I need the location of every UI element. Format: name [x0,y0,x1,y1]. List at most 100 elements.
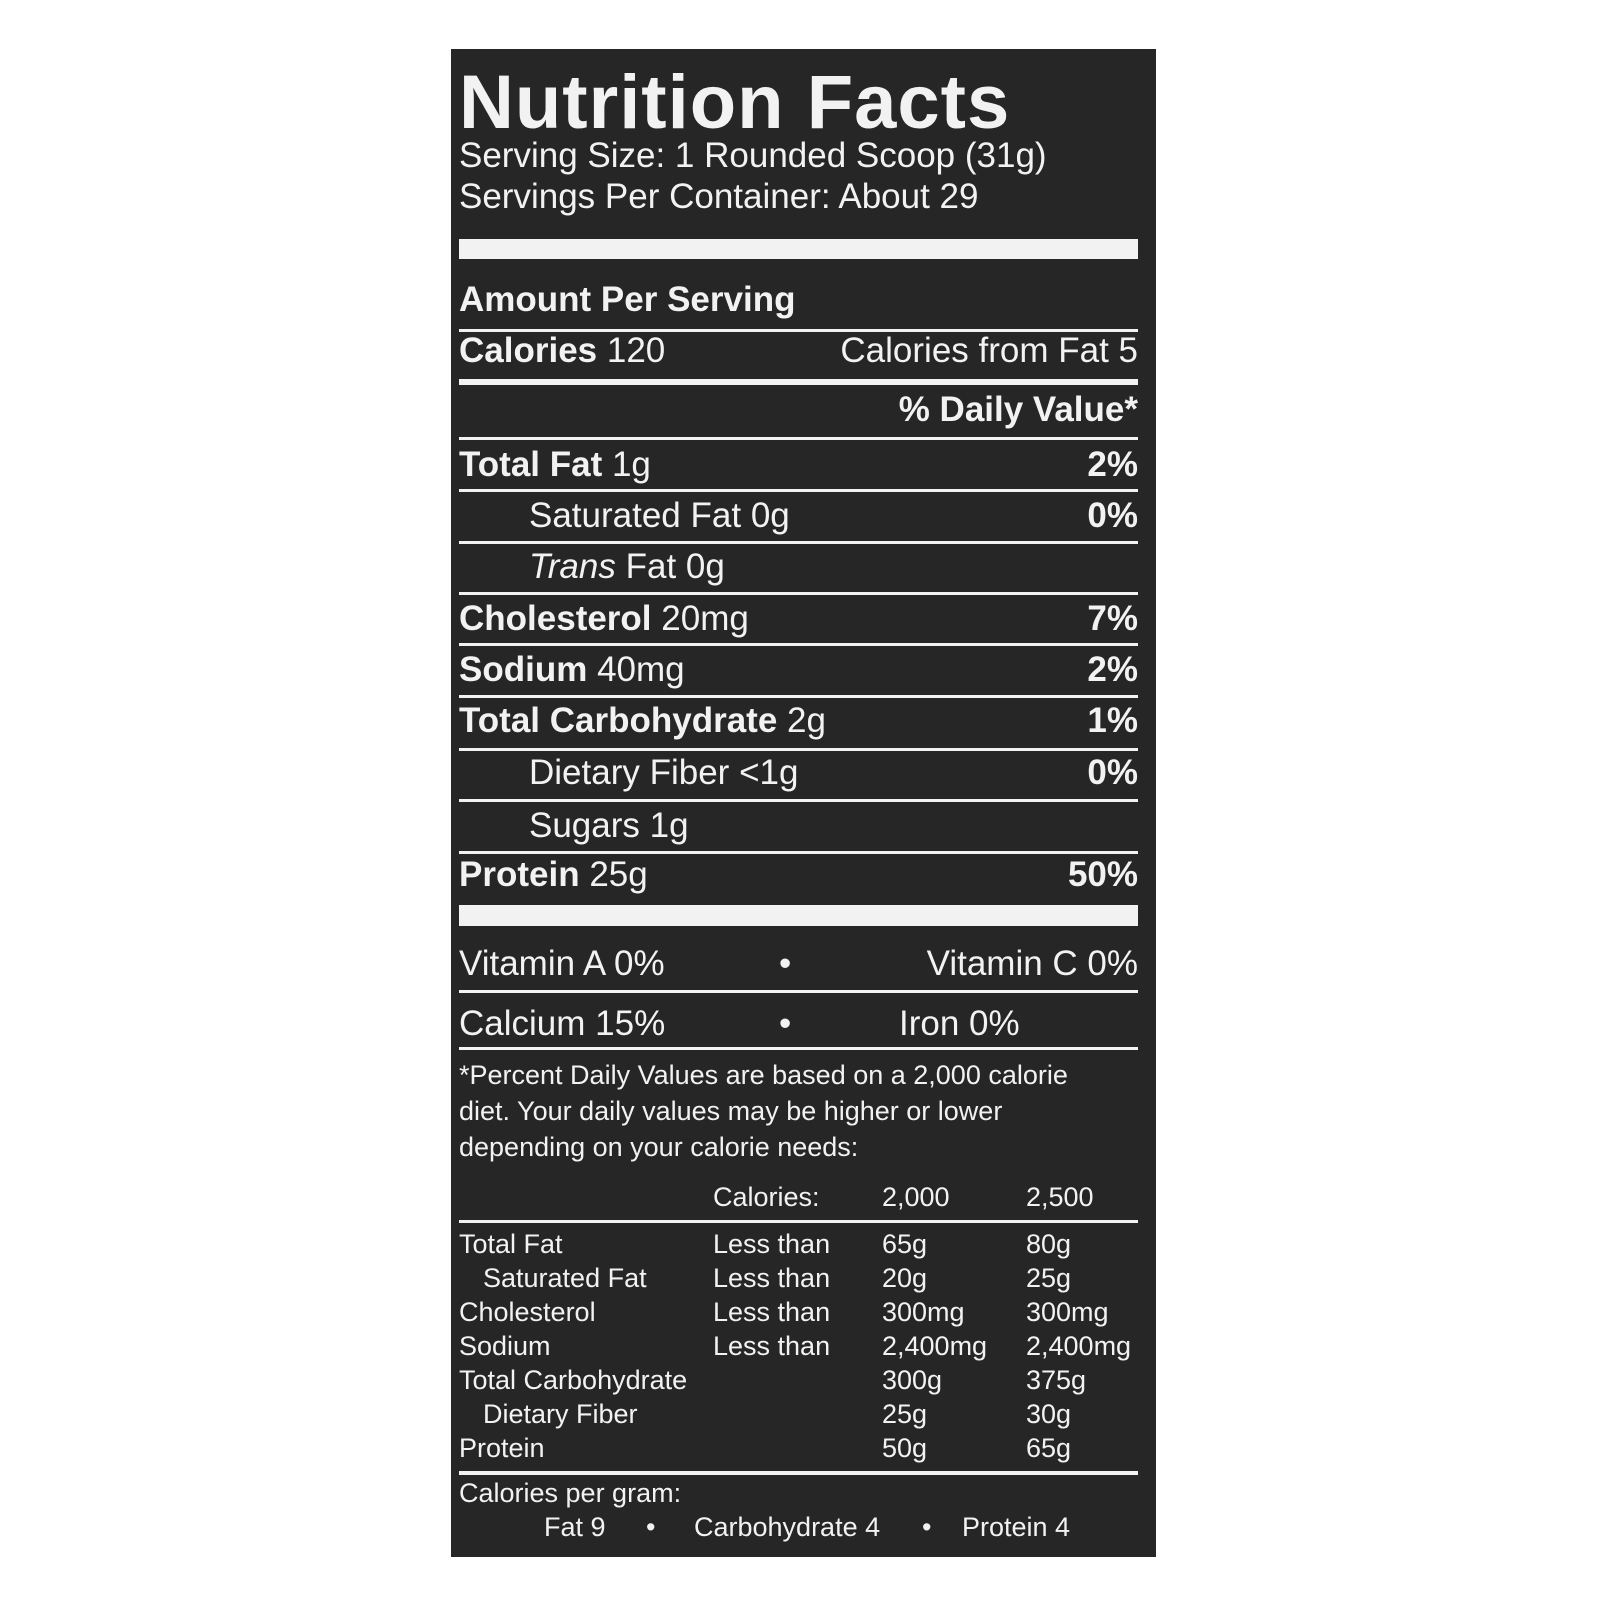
calcium: Calcium 15% [459,1004,666,1043]
servings-per-container: Servings Per Container: About 29 [459,177,979,216]
nutrient-label: Dietary Fiber [529,753,730,792]
thick-divider [459,905,1138,926]
amount-per-serving: Amount Per Serving [459,280,796,319]
nutrient-dv: 7% [1087,599,1138,638]
dv-2000: 2,400mg [882,1331,988,1361]
nutrient-amount: 40mg [597,650,685,689]
dv-table-row: Dietary Fiber 25g 30g [459,1397,1138,1431]
divider [459,643,1138,646]
divider [459,489,1138,492]
dv-2000: 65g [882,1229,928,1259]
divider [459,1047,1138,1050]
footnote-line: depending on your calorie needs: [459,1132,859,1162]
thick-divider [459,239,1138,259]
nutrient-row-total-carbohydrate: Total Carbohydrate 2g 1% [459,699,1138,743]
bullet-icon: • [779,944,792,983]
dv-2500: 300mg [1026,1297,1109,1327]
nutrient-row-total-fat: Total Fat 1g 2% [459,443,1138,487]
nutrient-label: Sugars [529,806,640,845]
dv-2500: 25g [1026,1263,1072,1293]
cpg-protein: Protein 4 [962,1512,1071,1542]
title: Nutrition Facts [459,60,1011,145]
nutrient-row-protein: Protein 25g 50% [459,853,1138,897]
nutrient-dv: 2% [1087,445,1138,484]
dv-2000: 50g [882,1433,928,1463]
dv-header-2500: 2,500 [1026,1182,1094,1212]
vitamin-row: Vitamin A 0% • Vitamin C 0% [459,942,1138,986]
dv-2500: 30g [1026,1399,1072,1429]
dv-2500: 80g [1026,1229,1072,1259]
calories-row: Calories 120 Calories from Fat 5 [459,329,1138,373]
calories-per-gram-row: Fat 9 • Carbohydrate 4 • Protein 4 [459,1510,1138,1544]
dv-2500: 65g [1026,1433,1072,1463]
nutrient-label: Trans [529,547,616,586]
nutrient-amount: 0g [685,547,725,586]
divider [459,329,1138,332]
nutrient-amount: 2g [787,701,826,740]
nutrient-amount: 1g [611,445,651,484]
dv-table-row: Total Fat Less than 65g 80g [459,1227,1138,1261]
nutrient-label: Sodium [459,650,588,689]
footnote-line: diet. Your daily values may be higher or… [459,1096,1003,1126]
divider [459,437,1138,440]
dv-qualifier: Less than [713,1229,831,1259]
dv-header-calories: Calories: [713,1182,820,1212]
nutrient-label: Protein [459,855,580,894]
bullet-icon: • [779,1004,792,1043]
nutrient-dv: 50% [1067,855,1138,894]
footnote-line: *Percent Daily Values are based on a 2,0… [459,1060,1068,1090]
divider [459,851,1138,854]
nutrient-amount: 1g [649,806,689,845]
nutrient-amount: 20mg [661,599,749,638]
divider [459,379,1138,385]
nutrient-label: Saturated Fat [529,496,742,535]
dv-table-row: Sodium Less than 2,400mg 2,400mg [459,1329,1138,1363]
dv-nutrient: Dietary Fiber [483,1399,638,1429]
dv-2000: 20g [882,1263,928,1293]
nutrient-dv: 0% [1087,753,1138,792]
bullet-icon: • [646,1512,656,1542]
nutrient-row-sodium: Sodium 40mg 2% [459,648,1138,692]
calories-label: Calories [459,331,598,370]
dv-2000: 300mg [882,1297,965,1327]
divider [459,799,1138,802]
dv-nutrient: Total Carbohydrate [459,1365,688,1395]
dv-2000: 300g [882,1365,943,1395]
cpg-carbohydrate: Carbohydrate 4 [694,1512,881,1542]
bullet-icon: • [922,1512,932,1542]
nutrient-label: Total Fat [459,445,603,484]
nutrient-amount: 0g [750,496,790,535]
divider [459,592,1138,595]
dv-qualifier: Less than [713,1263,831,1293]
dv-table-row: Protein 50g 65g [459,1431,1138,1465]
nutrient-amount: 25g [589,855,648,894]
calories-per-gram-label: Calories per gram: [459,1478,682,1508]
nutrient-row-saturated-fat: Saturated Fat 0g 0% [459,494,1138,538]
dv-table-row: Total Carbohydrate 300g 375g [459,1363,1138,1397]
iron: Iron 0% [899,1004,1020,1043]
dv-nutrient: Protein [459,1433,545,1463]
calories-value: 120 [606,331,666,370]
divider [459,541,1138,544]
nutrient-row-sugars: Sugars 1g [459,804,1138,848]
dv-table-row: Cholesterol Less than 300mg 300mg [459,1295,1138,1329]
dv-qualifier: Less than [713,1331,831,1361]
nutrient-amount: <1g [739,753,799,792]
dv-header-2000: 2,000 [882,1182,950,1212]
dv-nutrient: Sodium [459,1331,551,1361]
dv-table-header: Calories: 2,000 2,500 [459,1180,1138,1214]
dv-2500: 375g [1026,1365,1087,1395]
dv-nutrient: Cholesterol [459,1297,596,1327]
cpg-fat: Fat 9 [544,1512,606,1542]
nutrient-row-dietary-fiber: Dietary Fiber <1g 0% [459,751,1138,795]
nutrient-label: Cholesterol [459,599,652,638]
dv-nutrient: Total Fat [459,1229,563,1259]
dv-2500: 2,400mg [1026,1331,1132,1361]
nutrient-row-cholesterol: Cholesterol 20mg 7% [459,597,1138,641]
mineral-row: Calcium 15% • Iron 0% [459,1002,1138,1046]
dv-qualifier: Less than [713,1297,831,1327]
nutrient-label: Total Carbohydrate [459,701,778,740]
nutrient-label-rest: Fat [625,547,677,586]
dv-table-row: Saturated Fat Less than 20g 25g [459,1261,1138,1295]
divider [459,695,1138,698]
